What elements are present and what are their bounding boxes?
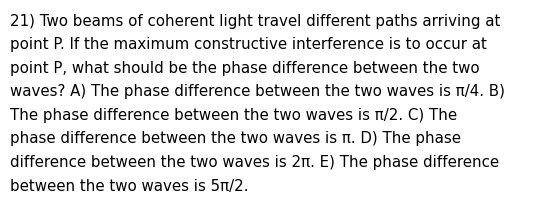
Text: point P, what should be the phase difference between the two: point P, what should be the phase differ… [10, 61, 480, 76]
Text: difference between the two waves is 2π. E) The phase difference: difference between the two waves is 2π. … [10, 155, 499, 170]
Text: point P. If the maximum constructive interference is to occur at: point P. If the maximum constructive int… [10, 37, 487, 52]
Text: The phase difference between the two waves is π/2. C) The: The phase difference between the two wav… [10, 108, 457, 123]
Text: waves? A) The phase difference between the two waves is π/4. B): waves? A) The phase difference between t… [10, 84, 505, 99]
Text: phase difference between the two waves is π. D) The phase: phase difference between the two waves i… [10, 131, 461, 147]
Text: between the two waves is 5π/2.: between the two waves is 5π/2. [10, 178, 248, 194]
Text: 21) Two beams of coherent light travel different paths arriving at: 21) Two beams of coherent light travel d… [10, 14, 501, 29]
